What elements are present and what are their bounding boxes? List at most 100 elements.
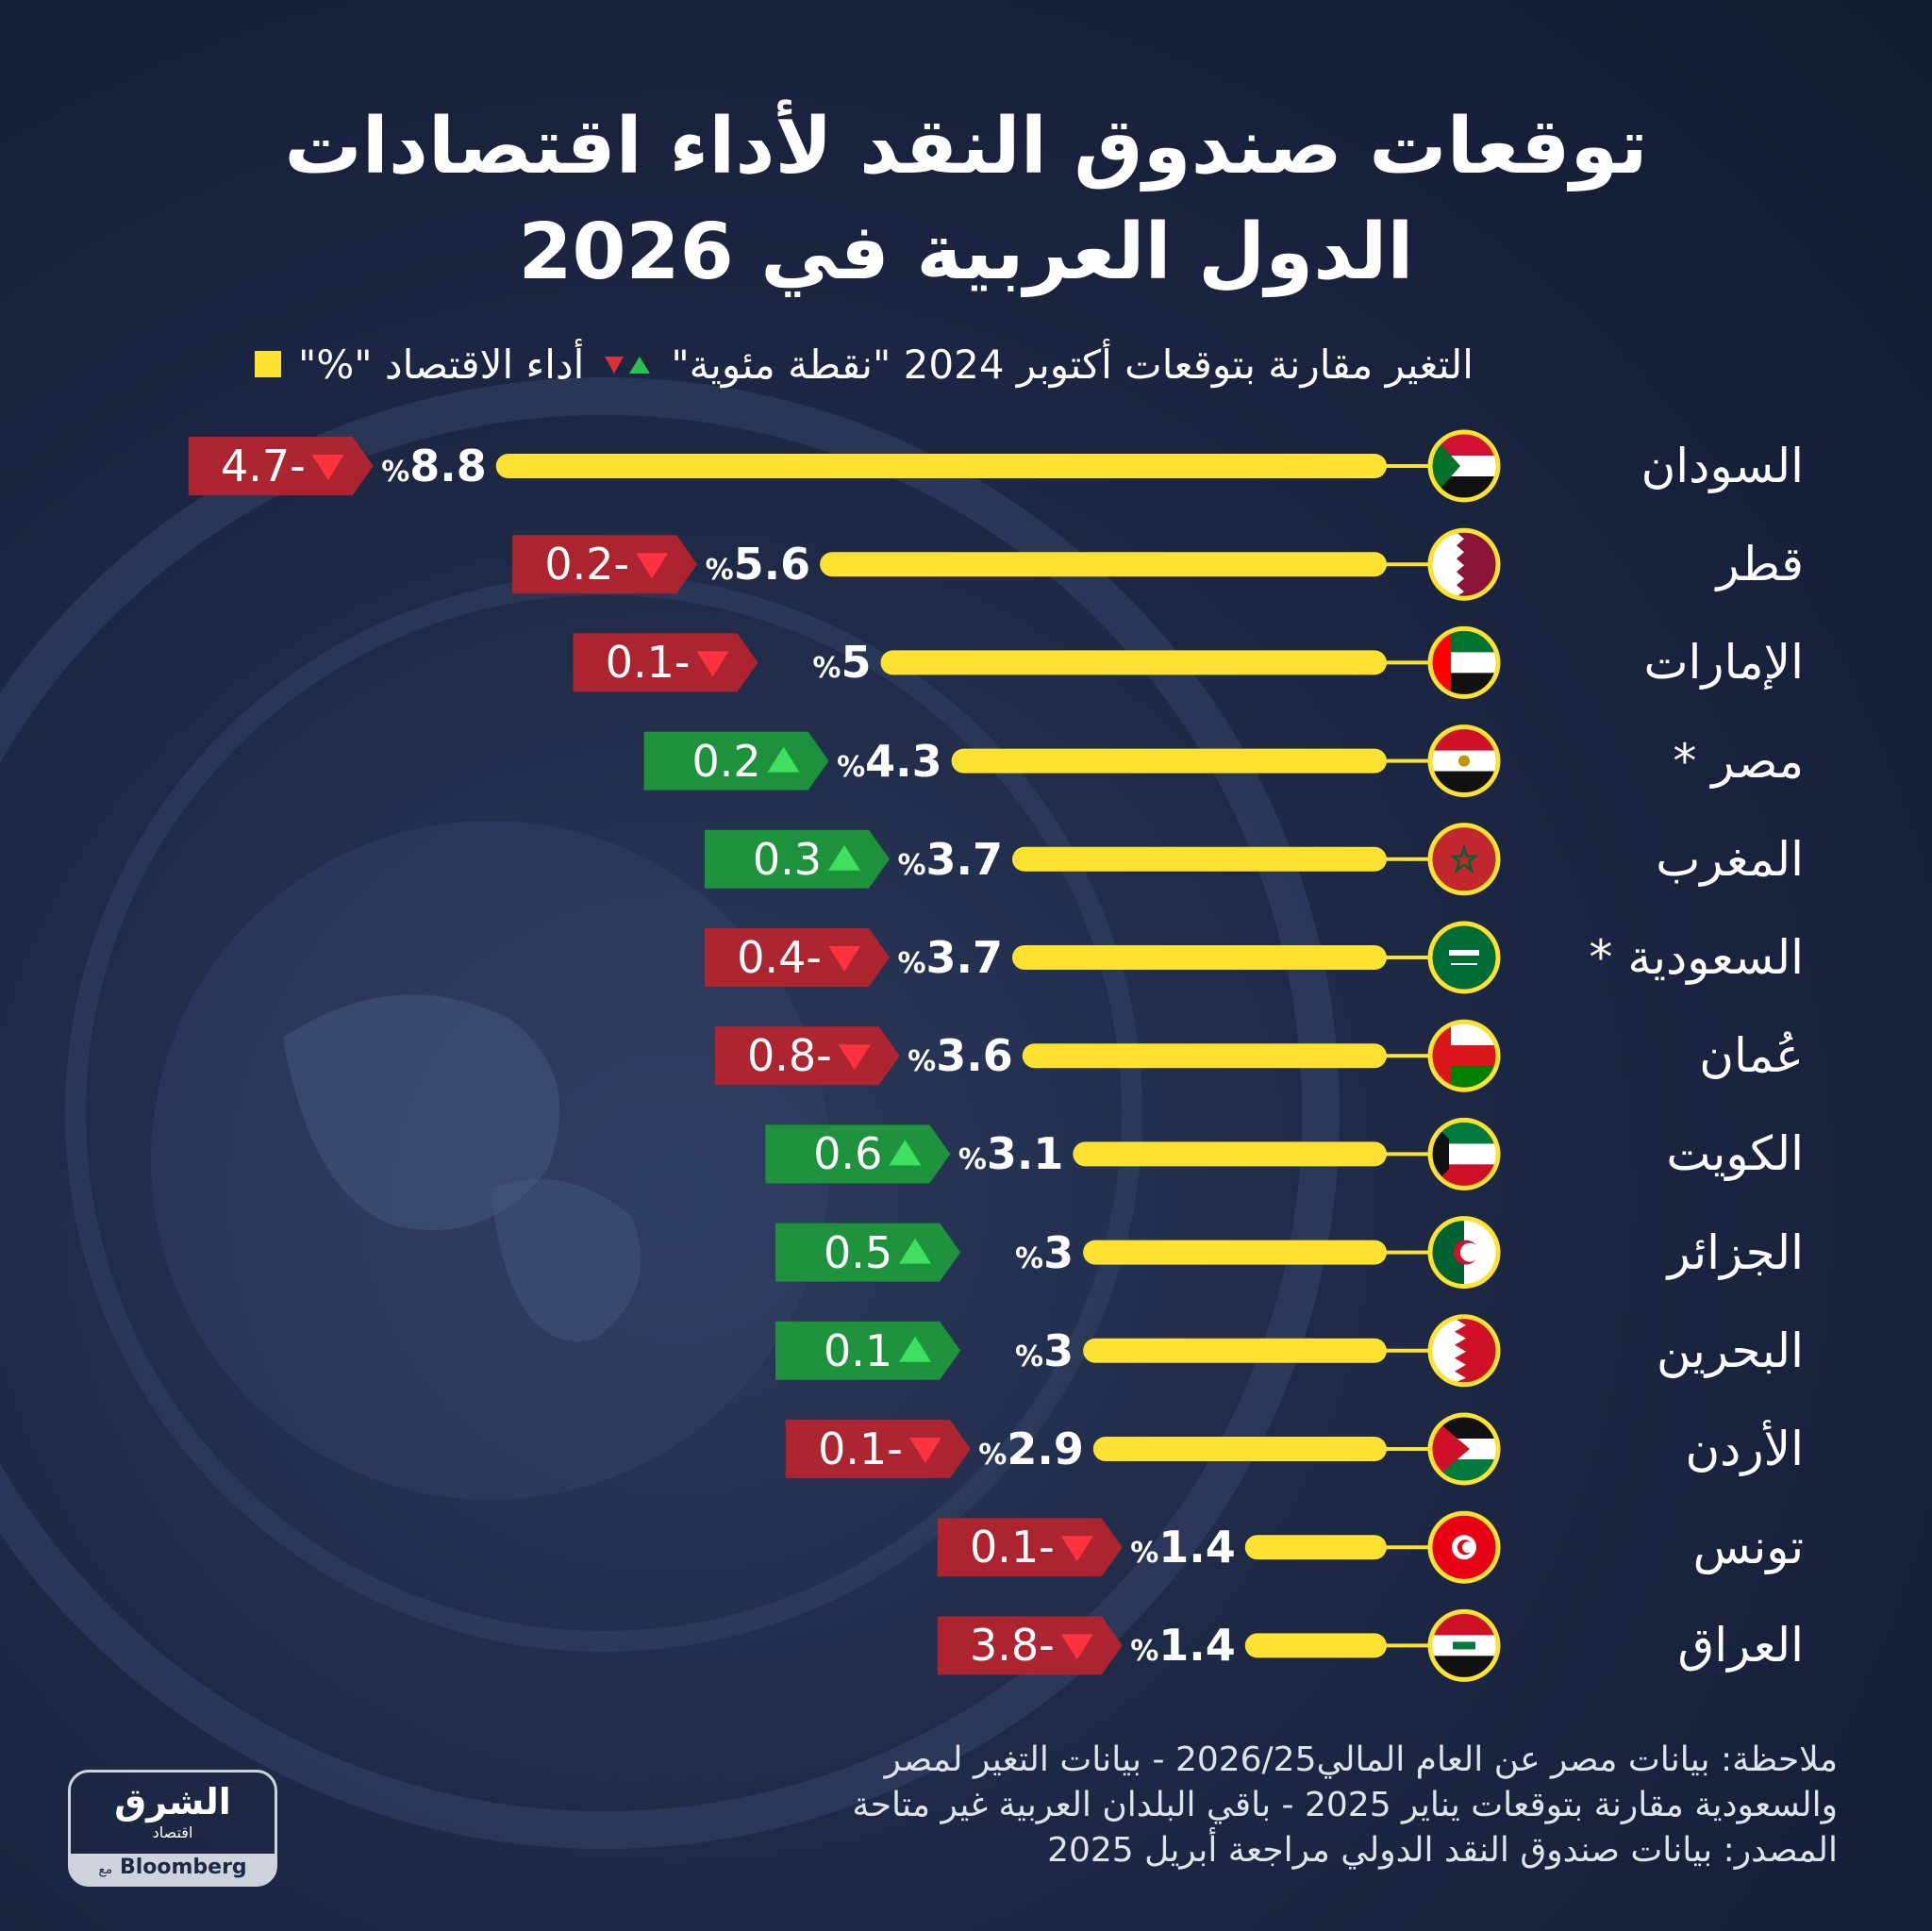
down-triangle-icon	[1060, 1536, 1093, 1562]
flag-ring-11	[1427, 1510, 1501, 1584]
value-percent-sign: %	[812, 652, 841, 686]
legend-triangles-icon	[605, 357, 651, 374]
note-line-1: ملاحظة: بيانات مصر عن العام المالي2026/2…	[884, 1740, 1838, 1779]
change-tag-11	[937, 1518, 1123, 1577]
change-tag-6	[714, 1026, 900, 1086]
value-percent-sign: %	[958, 1143, 987, 1177]
down-triangle-icon	[636, 553, 669, 579]
change-tag-12	[937, 1616, 1123, 1675]
change-label: 3.8-	[970, 1620, 1055, 1672]
flag-ring-9	[1427, 1314, 1501, 1388]
value-label: %3	[1015, 1227, 1074, 1278]
change-tag-5	[704, 928, 890, 987]
change-label: 0.8-	[746, 1030, 832, 1082]
value-percent-sign: %	[978, 1439, 1008, 1472]
value-label: %3.7	[897, 932, 1003, 983]
bar-8	[1083, 1240, 1387, 1265]
up-triangle-icon	[767, 746, 800, 773]
country-label: البحرين	[1656, 1323, 1804, 1378]
sudan-flag-icon	[1432, 434, 1496, 498]
saudi-flag-icon	[1432, 925, 1496, 990]
value-percent-sign: %	[1015, 1241, 1044, 1275]
up-triangle-icon	[889, 1140, 922, 1166]
brand-logo: الشرق اقتصاد مع Bloomberg	[68, 1770, 277, 1887]
value-number: 1.4	[1158, 1620, 1236, 1672]
change-label: 0.4-	[737, 932, 822, 983]
value-percent-sign: %	[837, 750, 866, 784]
note-line-2: والسعودية مقارنة بتوقعات يناير 2025 - با…	[852, 1786, 1838, 1824]
change-label: 0.1-	[970, 1522, 1055, 1573]
country-label: السودان	[1641, 439, 1804, 493]
value-number: 3.1	[986, 1128, 1064, 1180]
country-label: تونس	[1692, 1520, 1804, 1575]
value-number: 8.8	[409, 441, 487, 491]
logo-sub: اقتصاد	[152, 1823, 193, 1841]
value-number: 3	[1043, 1324, 1074, 1376]
bar-7	[1073, 1141, 1387, 1167]
change-label: 0.2-	[544, 539, 630, 591]
flag-ring-1	[1427, 527, 1501, 601]
value-number: 3	[1043, 1226, 1074, 1278]
value-number: 3.7	[925, 833, 1004, 885]
flag-ring-10	[1427, 1412, 1501, 1486]
change-label: 0.2	[691, 735, 761, 787]
flag-ring-5	[1427, 921, 1501, 994]
change-label: 0.1-	[818, 1423, 903, 1474]
note-line-3: المصدر: بيانات صندوق النقد الدولي مراجعة…	[1047, 1831, 1838, 1870]
change-tag-7	[765, 1124, 951, 1184]
flag-ring-4	[1427, 823, 1501, 896]
logo-brand: Bloomberg	[119, 1856, 247, 1879]
value-number: 5.6	[733, 539, 811, 591]
flag-ring-0	[1427, 429, 1501, 503]
up-triangle-icon	[899, 1238, 932, 1264]
country-label: الجزائر	[1667, 1224, 1804, 1280]
change-label: 0.6	[813, 1128, 883, 1180]
value-label: %2.9	[978, 1423, 1084, 1474]
value-number: 3.7	[925, 932, 1004, 983]
down-triangle-icon	[908, 1438, 941, 1463]
title-line-1: توقعات صندوق النقد لأداء اقتصادات	[284, 102, 1648, 191]
down-triangle-icon	[1060, 1634, 1093, 1660]
logo-with: مع	[98, 1862, 113, 1877]
flag-ring-3	[1427, 724, 1501, 798]
change-tag-9	[775, 1321, 961, 1380]
value-label: %5	[812, 637, 871, 688]
bar-1	[820, 552, 1387, 577]
change-tag-8	[775, 1223, 961, 1282]
bar-4	[1011, 846, 1387, 872]
value-percent-sign: %	[897, 848, 926, 882]
bar-3	[951, 748, 1387, 774]
bar-6	[1022, 1043, 1387, 1069]
legend-performance: أداء الاقتصاد "%"	[298, 341, 585, 388]
down-triangle-icon	[696, 651, 729, 677]
country-label: الأردن	[1685, 1422, 1804, 1476]
value-label: %3.6	[908, 1030, 1013, 1081]
up-triangle-icon	[827, 844, 860, 871]
chart-title: توقعات صندوق النقد لأداء اقتصادات الدول …	[0, 94, 1932, 306]
change-tag-4	[704, 829, 890, 889]
country-label: عُمان	[1699, 1028, 1804, 1084]
value-number: 3.6	[936, 1030, 1013, 1082]
value-number: 2.9	[1007, 1423, 1084, 1474]
value-label: %3	[1015, 1325, 1074, 1376]
tunisia-flag-icon	[1432, 1515, 1496, 1580]
value-label: %5.6	[706, 539, 811, 590]
value-label: %3.1	[958, 1128, 1064, 1179]
legend-change-icons	[601, 351, 654, 377]
change-tag-1	[512, 535, 698, 594]
down-triangle-icon	[838, 1044, 871, 1071]
up-triangle-icon	[899, 1336, 932, 1362]
change-label: 0.5	[823, 1226, 893, 1278]
down-triangle-icon	[827, 946, 860, 972]
country-label: الكويت	[1666, 1126, 1804, 1182]
country-label: الإمارات	[1643, 635, 1804, 691]
bar-12	[1244, 1633, 1387, 1658]
value-label: %3.7	[897, 834, 1003, 885]
logo-bloomberg: مع Bloomberg	[71, 1854, 275, 1884]
flag-ring-6	[1427, 1019, 1501, 1092]
notes: ملاحظة: بيانات مصر عن العام المالي2026/2…	[698, 1738, 1838, 1873]
value-percent-sign: %	[1130, 1635, 1159, 1669]
